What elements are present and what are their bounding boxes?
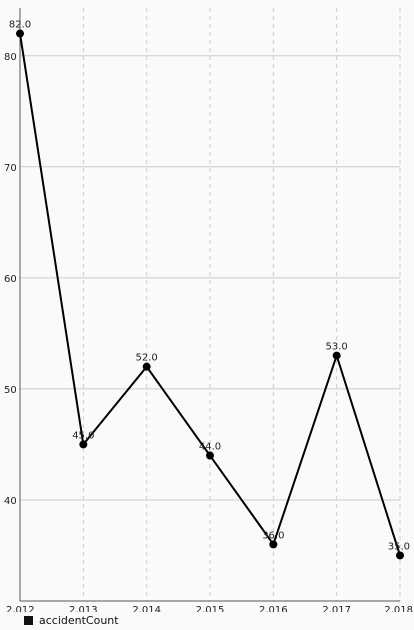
- data-point: [269, 540, 278, 549]
- legend: accidentCount: [24, 612, 119, 628]
- data-label: 44.0: [199, 442, 221, 453]
- data-point: [79, 440, 88, 449]
- data-point: [332, 351, 341, 360]
- data-point: [16, 29, 24, 38]
- legend-swatch: [24, 615, 33, 625]
- data-point: [142, 362, 151, 371]
- x-tick-label: 2,017: [322, 605, 351, 612]
- x-tick-label: 2,016: [259, 605, 288, 612]
- x-tick-label: 2,012: [6, 605, 35, 612]
- data-label: 53.0: [326, 342, 348, 353]
- x-tick-label: 2,014: [132, 605, 161, 612]
- x-tick-label: 2,013: [69, 605, 98, 612]
- data-point: [206, 451, 214, 460]
- data-label: 82.0: [9, 20, 31, 31]
- data-label: 36.0: [262, 530, 284, 541]
- y-tick-label: 50: [4, 385, 17, 396]
- y-tick-label: 60: [4, 274, 17, 285]
- y-tick-label: 80: [4, 52, 17, 63]
- y-tick-label: 40: [4, 496, 17, 507]
- x-tick-label: 2,018: [384, 605, 413, 612]
- line-chart-canvas: 40 50 60 70 80 2,012 2,013 2,014 2,015 2,016 2,017…: [4, 8, 413, 612]
- legend-label: accidentCount: [39, 613, 119, 627]
- x-tick-label: 2,015: [196, 605, 225, 612]
- data-label: 35.0: [388, 541, 410, 552]
- data-point: [396, 551, 404, 560]
- data-label: 52.0: [136, 353, 158, 364]
- series-line: [19, 33, 401, 556]
- y-tick-label: 70: [4, 163, 17, 174]
- data-label: 45.0: [72, 430, 94, 441]
